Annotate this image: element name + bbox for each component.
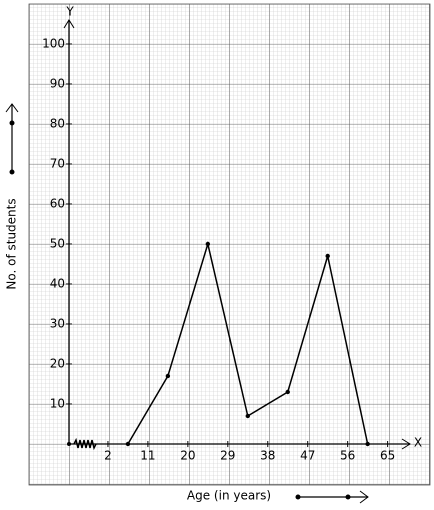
origin-dot [67, 442, 71, 446]
x-tick-label: 56 [340, 449, 355, 463]
y-tick-label: 50 [50, 237, 65, 251]
x-tick-label: 38 [260, 449, 275, 463]
data-point [365, 441, 370, 447]
x-tick-label: 47 [300, 449, 315, 463]
scale-arrows [5, 103, 369, 504]
y-tick-label: 60 [50, 197, 65, 211]
y-tick-label: 40 [50, 277, 65, 291]
data-point [165, 373, 171, 379]
y-tick-label: 80 [50, 117, 65, 131]
y-tick-label: 30 [50, 317, 65, 331]
y-axis-label: No. of students [5, 198, 19, 289]
y-tick-label: 70 [50, 157, 65, 171]
graph-paper [28, 3, 431, 486]
data-point [205, 241, 211, 247]
x-axis-label: Age (in years) [187, 489, 271, 503]
y-axis-arrow [63, 19, 75, 29]
x-axis-name: X [414, 436, 422, 450]
x-tick-label: 20 [180, 449, 195, 463]
x-axis-arrow [401, 438, 411, 450]
x-tick-label: 11 [140, 449, 155, 463]
y-tick-label: 20 [50, 357, 65, 371]
x-tick-label: 65 [380, 449, 395, 463]
data-point [325, 253, 330, 259]
data-point [285, 389, 290, 395]
data-point [125, 441, 131, 447]
axis-break [73, 437, 97, 451]
y-axis-name: Y [65, 5, 74, 19]
y-tick-label: 90 [50, 77, 65, 91]
y-tick-label: 10 [50, 397, 65, 411]
data-point [245, 413, 250, 419]
x-tick-label: 29 [220, 449, 235, 463]
x-tick-label: 2 [104, 449, 112, 463]
y-tick-label: 100 [42, 37, 65, 51]
